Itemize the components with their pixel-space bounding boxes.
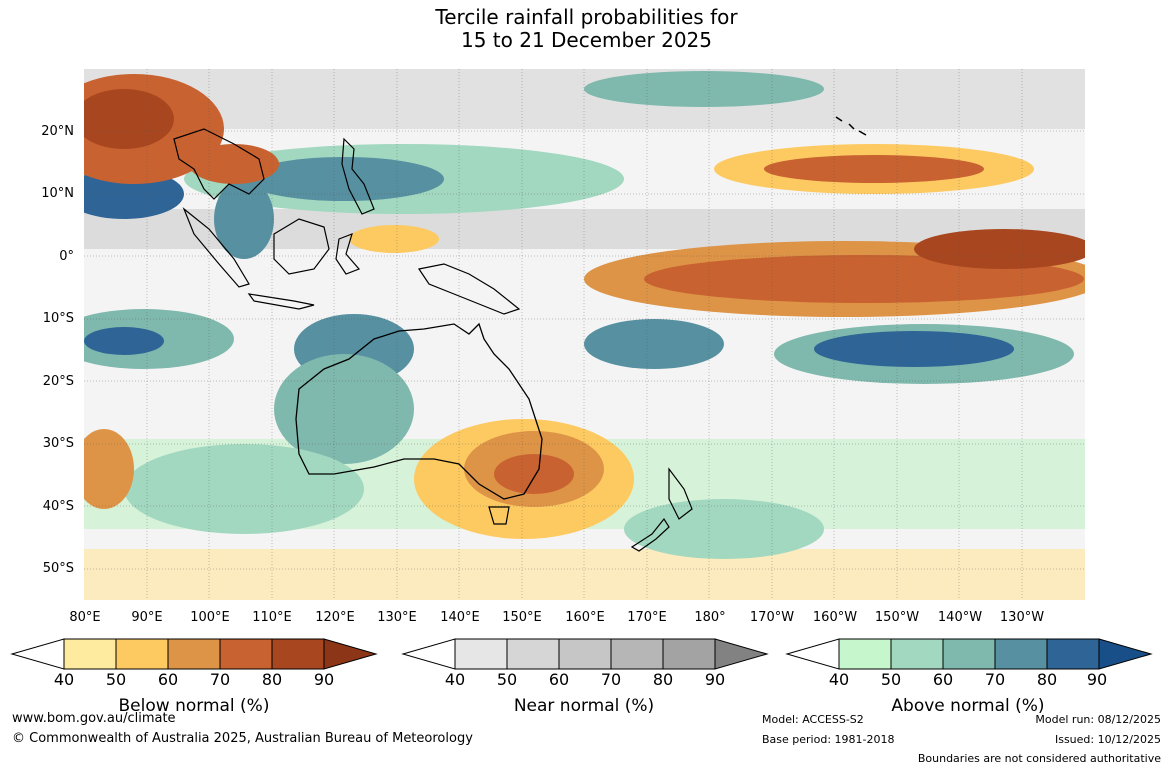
chart-title-line2: 15 to 21 December 2025 (460, 28, 712, 52)
base-period-text: Base period: 1981-2018 (762, 733, 895, 746)
near-tick-60: 60 (548, 670, 570, 689)
above-tick-50: 50 (880, 670, 902, 689)
above-normal-swatch-over (1098, 638, 1153, 670)
lon-label-130w: 130°W (999, 610, 1045, 625)
lat-label-50s: 50°S (42, 561, 74, 576)
below-normal-swatch-40 (63, 638, 117, 670)
lon-label-150e: 150°E (502, 610, 542, 625)
lon-label-120e: 120°E (315, 610, 355, 625)
lat-label-10s: 10°S (42, 311, 74, 326)
lat-label-40s: 40°S (42, 499, 74, 514)
above-normal-swatch-40 (838, 638, 892, 670)
above-normal-swatch-60 (942, 638, 996, 670)
lon-label-90e: 90°E (131, 610, 163, 625)
below-tick-50: 50 (105, 670, 127, 689)
below-normal-swatch-over (323, 638, 378, 670)
below-tick-90: 90 (313, 670, 335, 689)
below-normal-swatch-80 (271, 638, 325, 670)
lon-label-150w: 150°W (874, 610, 920, 625)
issued-text: Issued: 10/12/2025 (1054, 733, 1161, 746)
near-tick-40: 40 (444, 670, 466, 689)
below-normal-swatch-70 (219, 638, 273, 670)
near-tick-70: 70 (600, 670, 622, 689)
near-normal-swatch-80 (662, 638, 716, 670)
disclaimer-text: Boundaries are not considered authoritat… (917, 752, 1161, 765)
lon-label-80e: 80°E (69, 610, 101, 625)
above-normal-swatch-50 (890, 638, 944, 670)
lon-label-160w: 160°W (812, 610, 858, 625)
model-text: Model: ACCESS-S2 (762, 713, 864, 726)
above-tick-80: 80 (1036, 670, 1058, 689)
near-normal-swatch-under (401, 638, 456, 670)
above-normal-swatch-70 (994, 638, 1048, 670)
lon-label-130e: 130°E (377, 610, 417, 625)
lon-label-160e: 160°E (565, 610, 605, 625)
near-tick-90: 90 (704, 670, 726, 689)
below-normal-swatch-60 (167, 638, 221, 670)
below-normal-colorbar (10, 638, 378, 670)
website-link[interactable]: www.bom.gov.au/climate (12, 711, 176, 726)
lon-label-170w: 170°W (749, 610, 795, 625)
lon-label-140w: 140°W (937, 610, 983, 625)
lat-label-0: 0° (59, 249, 74, 264)
below-tick-60: 60 (157, 670, 179, 689)
below-tick-40: 40 (53, 670, 75, 689)
lon-label-140e: 140°E (440, 610, 480, 625)
lon-label-180: 180° (694, 610, 726, 625)
near-tick-50: 50 (496, 670, 518, 689)
above-normal-swatch-80 (1046, 638, 1100, 670)
lon-label-100e: 100°E (190, 610, 230, 625)
below-tick-80: 80 (261, 670, 283, 689)
chart-title-line1: Tercile rainfall probabilities for (435, 5, 738, 29)
above-normal-colorbar (785, 638, 1153, 670)
probability-map (84, 69, 1085, 600)
near-normal-colorbar (401, 638, 769, 670)
near-normal-swatch-over (714, 638, 769, 670)
above-tick-90: 90 (1086, 670, 1108, 689)
copyright-text: © Commonwealth of Australia 2025, Austra… (12, 731, 473, 746)
near-normal-swatch-40 (454, 638, 508, 670)
below-tick-70: 70 (209, 670, 231, 689)
lat-label-20s: 20°S (42, 374, 74, 389)
near-normal-swatch-60 (558, 638, 612, 670)
above-normal-title: Above normal (%) (891, 696, 1045, 716)
lat-label-10n: 10°N (41, 186, 74, 201)
near-normal-swatch-70 (610, 638, 664, 670)
near-normal-title: Near normal (%) (513, 696, 655, 716)
below-normal-swatch-50 (115, 638, 169, 670)
below-normal-title: Below normal (%) (118, 696, 270, 716)
lat-label-30s: 30°S (42, 436, 74, 451)
lat-label-20n: 20°N (41, 124, 74, 139)
above-tick-60: 60 (932, 670, 954, 689)
near-normal-swatch-50 (506, 638, 560, 670)
below-normal-swatch-under (10, 638, 65, 670)
above-normal-swatch-under (785, 638, 840, 670)
model-run-text: Model run: 08/12/2025 (1035, 713, 1161, 726)
above-tick-40: 40 (828, 670, 850, 689)
lon-label-170e: 170°E (627, 610, 667, 625)
above-tick-70: 70 (984, 670, 1006, 689)
lon-label-110e: 110°E (252, 610, 292, 625)
near-tick-80: 80 (652, 670, 674, 689)
